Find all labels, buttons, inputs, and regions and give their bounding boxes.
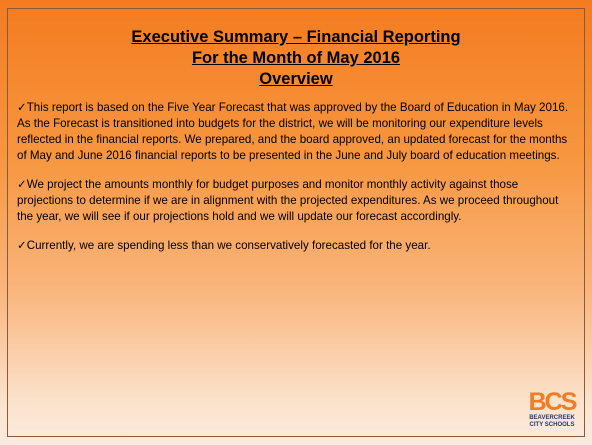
title-line: For the Month of May 2016 [191, 49, 401, 67]
body: ✓This report is based on the Five Year F… [17, 100, 576, 267]
logo-letters: BCS [528, 388, 578, 416]
title-line: Overview [259, 70, 333, 88]
logo-name: CITY SCHOOLS [529, 422, 575, 428]
paragraph: ✓This report is based on the Five Year F… [17, 101, 569, 162]
paragraph: ✓Currently, we are spending less than we… [17, 239, 431, 252]
logo: BCS BEAVERCREEK CITY SCHOOLS [527, 388, 578, 429]
title-line: Executive Summary – Financial Reporting [131, 28, 461, 46]
paragraph: ✓We project the amounts monthly for budg… [17, 178, 559, 223]
logo-name: BEAVERCREEK [529, 415, 575, 421]
title: Executive Summary – Financial Reporting … [0, 27, 592, 90]
slide-frame [7, 8, 585, 437]
